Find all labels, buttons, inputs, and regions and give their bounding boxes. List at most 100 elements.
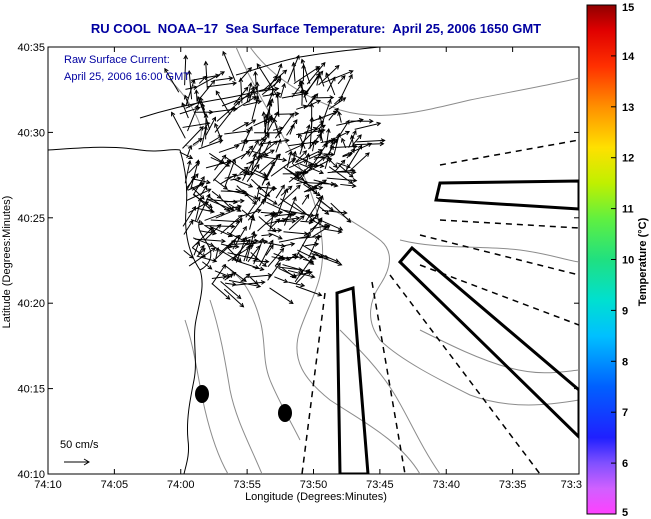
current-vector bbox=[278, 267, 297, 278]
current-vector-head bbox=[292, 273, 298, 278]
current-vector bbox=[210, 157, 230, 167]
current-vector-head bbox=[236, 176, 242, 182]
current-vector bbox=[256, 142, 263, 164]
current-vector-head bbox=[350, 148, 356, 154]
current-vector bbox=[274, 276, 288, 283]
current-vector-head bbox=[245, 151, 251, 156]
current-vector bbox=[274, 63, 282, 82]
current-vector-head bbox=[302, 150, 308, 155]
current-vector bbox=[295, 269, 310, 284]
colorbar-ticks: 5 6 7 8 9 10 11 12 13 14 15 bbox=[611, 2, 635, 519]
current-vector-head bbox=[318, 254, 324, 259]
current-vector bbox=[272, 127, 284, 131]
current-legend-line1: Raw Surface Current: bbox=[64, 54, 170, 66]
current-vector-head bbox=[232, 173, 238, 179]
current-vector bbox=[310, 224, 329, 230]
current-vector-head bbox=[235, 219, 241, 224]
current-vector-head bbox=[291, 274, 297, 279]
current-vector bbox=[235, 236, 247, 263]
current-vector bbox=[183, 220, 194, 235]
current-vector bbox=[267, 262, 281, 281]
current-vector-head bbox=[189, 219, 194, 225]
current-vector-head bbox=[280, 243, 286, 248]
current-vector-head bbox=[211, 247, 216, 252]
current-vector bbox=[259, 154, 281, 173]
current-vector-head bbox=[236, 204, 242, 210]
current-vector-head bbox=[283, 278, 289, 284]
current-vector-head bbox=[278, 63, 283, 69]
current-vector bbox=[164, 68, 180, 93]
colorbar-tick-label: 5 bbox=[622, 507, 628, 519]
current-vector bbox=[288, 159, 307, 169]
current-vector-head bbox=[183, 54, 189, 60]
current-vector bbox=[323, 70, 354, 84]
current-vectors bbox=[164, 50, 386, 308]
current-vector-head bbox=[311, 255, 317, 260]
current-vector bbox=[192, 178, 210, 184]
current-vector-head bbox=[348, 73, 353, 79]
current-vector-head bbox=[233, 199, 238, 205]
current-vector bbox=[265, 244, 274, 256]
current-vector-head bbox=[253, 70, 258, 76]
current-vector bbox=[305, 243, 319, 247]
current-vector-head bbox=[232, 81, 238, 86]
current-vector bbox=[196, 194, 211, 221]
current-vector-head bbox=[346, 218, 352, 223]
current-vector bbox=[314, 156, 331, 159]
current-vector-head bbox=[305, 268, 311, 274]
current-vector bbox=[334, 96, 343, 105]
current-vector bbox=[215, 247, 219, 259]
current-vector-head bbox=[257, 99, 263, 105]
current-vector bbox=[209, 135, 223, 144]
current-vector-head bbox=[340, 159, 346, 165]
current-vector-head bbox=[201, 247, 206, 253]
current-vector bbox=[318, 65, 340, 86]
current-vector bbox=[207, 195, 230, 212]
current-vector bbox=[258, 216, 277, 233]
current-vector bbox=[326, 177, 357, 182]
current-vector-head bbox=[248, 145, 254, 151]
current-vector-head bbox=[348, 179, 354, 184]
current-vector-head bbox=[342, 210, 348, 215]
current-vector bbox=[210, 219, 240, 223]
current-vector-head bbox=[265, 181, 271, 187]
current-vector bbox=[241, 168, 254, 176]
coastline-nj bbox=[179, 149, 203, 474]
current-vector-head bbox=[294, 111, 300, 117]
current-vector-head bbox=[220, 71, 226, 76]
current-vector-head bbox=[292, 150, 297, 156]
current-vector-head bbox=[323, 153, 330, 158]
current-vector-head bbox=[210, 79, 216, 85]
current-vector-head bbox=[255, 163, 260, 169]
separation-line bbox=[301, 292, 326, 474]
current-vector bbox=[240, 78, 243, 104]
current-vector-head bbox=[276, 78, 282, 84]
current-vector-head bbox=[306, 231, 311, 236]
current-vector-head bbox=[310, 274, 316, 279]
colorbar-tick-label: 12 bbox=[622, 153, 634, 165]
current-vector-head bbox=[187, 144, 193, 150]
current-vector-head bbox=[318, 70, 324, 76]
current-vector bbox=[257, 213, 278, 232]
current-vector-head bbox=[299, 88, 305, 94]
current-vector bbox=[313, 216, 343, 231]
current-vector-head bbox=[199, 96, 204, 102]
current-vector-head bbox=[206, 188, 212, 193]
current-vector-head bbox=[242, 236, 248, 242]
current-vector-head bbox=[252, 152, 257, 158]
current-vector bbox=[204, 224, 222, 241]
current-vector bbox=[328, 97, 346, 110]
current-vector-head bbox=[227, 243, 233, 249]
current-vector bbox=[338, 111, 342, 123]
current-vector bbox=[287, 55, 300, 83]
current-vector bbox=[191, 186, 205, 200]
current-vector-head bbox=[195, 161, 201, 166]
current-vector bbox=[185, 100, 201, 109]
current-vector-head bbox=[312, 126, 318, 132]
current-vector bbox=[192, 237, 214, 247]
current-vector bbox=[228, 279, 261, 287]
y-axis-label: Latitude (Degrees:Minutes) bbox=[1, 196, 13, 329]
current-vector-head bbox=[217, 135, 223, 140]
current-legend-line2: April 25, 2006 16:00 GMT bbox=[64, 71, 190, 83]
current-vector-head bbox=[309, 116, 315, 122]
